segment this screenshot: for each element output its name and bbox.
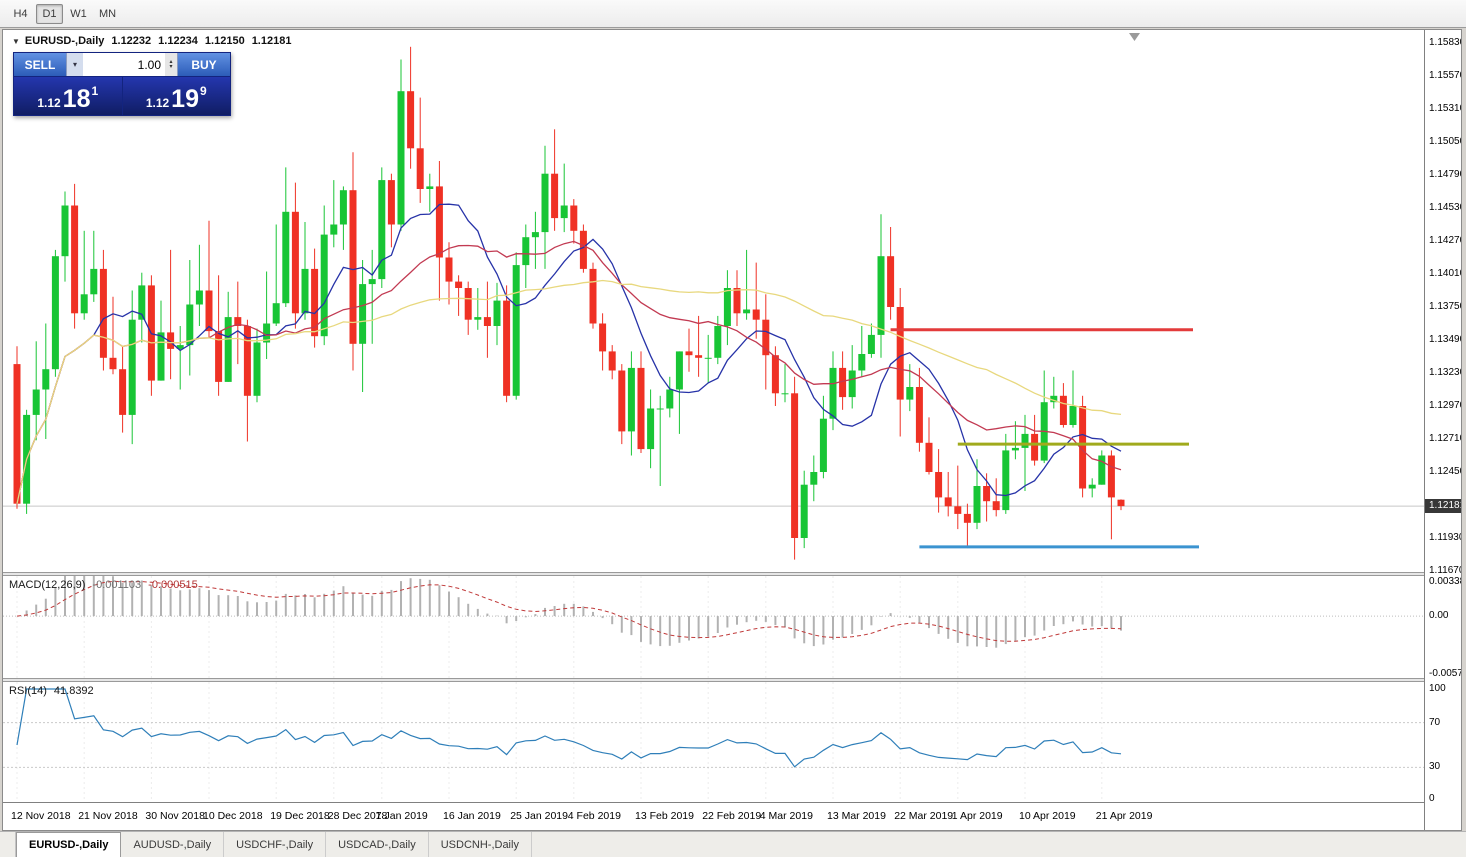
time-axis-label: 22 Feb 2019 [702, 810, 762, 822]
chart-ohlc-header: ▼ EURUSD-,Daily 1.12232 1.12234 1.12150 … [12, 35, 291, 47]
time-axis-label: 16 Jan 2019 [443, 810, 501, 822]
symbol-tab-usdchf[interactable]: USDCHF-,Daily [224, 832, 327, 857]
macd-scale-top: 0.003386 [1429, 576, 1461, 587]
chart-window: ▼ EURUSD-,Daily 1.12232 1.12234 1.12150 … [2, 29, 1462, 831]
rsi-chart[interactable] [3, 682, 1424, 802]
time-axis-label: 4 Mar 2019 [759, 810, 813, 822]
sell-price-display[interactable]: 1.12 18 1 [14, 77, 122, 115]
timeframe-button-w1[interactable]: W1 [70, 7, 87, 20]
buy-price-display[interactable]: 1.12 19 9 [122, 77, 230, 115]
macd-scale-bottom: -0.00574 [1429, 668, 1461, 679]
horizontal-ray-lines[interactable] [890, 328, 1199, 549]
candles [13, 46, 1125, 560]
volume-stepper[interactable]: ▴ ▾ [165, 53, 178, 76]
time-axis-label: 19 Dec 2018 [270, 810, 330, 822]
rsi-label: RSI(14) 41.8392 [9, 685, 94, 697]
price-scale-label: 1.11670 [1429, 565, 1462, 576]
ohlc-high: 1.12234 [158, 35, 198, 47]
macd-label: MACD(12,26,9) -0.001103 -0.000515 [9, 579, 198, 591]
price-scale-label: 1.13750 [1429, 301, 1462, 312]
macd-gridlines [3, 576, 1424, 678]
price-scale-label: 1.12970 [1429, 400, 1462, 411]
price-scale-label: 1.15050 [1429, 136, 1462, 147]
price-scale-label: 1.13490 [1429, 334, 1462, 345]
macd-name: MACD(12,26,9) [9, 579, 86, 591]
price-scale-label: 1.14530 [1429, 202, 1462, 213]
price-scale-label: 1.14790 [1429, 169, 1462, 180]
ohlc-low: 1.12150 [204, 35, 245, 47]
price-scale-label: 1.12450 [1429, 466, 1462, 477]
macd-signal-line [16, 580, 1122, 642]
rsi-value: 41.8392 [53, 685, 94, 697]
chevron-down-icon: ▾ [72, 60, 77, 69]
symbol-tab-audusd[interactable]: AUDUSD-,Daily [121, 832, 225, 857]
time-axis-label: 25 Jan 2019 [510, 810, 568, 822]
rsi-gridlines [3, 682, 1424, 802]
current-price-tag: 1.12181 [1425, 499, 1461, 513]
timeframe-toolbar: H4 D1 W1 MN [0, 0, 1466, 28]
time-axis-label: 4 Feb 2019 [567, 810, 621, 822]
macd-scale-zero: 0.00 [1429, 610, 1449, 621]
time-axis-label: 10 Dec 2018 [203, 810, 263, 822]
volume-input[interactable]: 1.00 [83, 53, 165, 76]
time-axis-label: 22 Mar 2019 [894, 810, 954, 822]
sell-button[interactable]: SELL [14, 53, 66, 76]
timeframe-button-h4[interactable]: H4 [13, 7, 28, 20]
macd-signal-value: -0.000515 [148, 579, 198, 591]
rsi-scale-100: 100 [1429, 683, 1446, 694]
price-scale-label: 1.12710 [1429, 433, 1462, 444]
chart-title: EURUSD-,Daily [24, 35, 105, 47]
price-scale-label: 1.15830 [1429, 37, 1462, 48]
time-axis-label: 7 Jan 2019 [375, 810, 428, 822]
price-scale-label: 1.11930 [1429, 532, 1462, 543]
buy-button[interactable]: BUY [178, 53, 230, 76]
rsi-line [16, 688, 1122, 768]
rsi-scale-0: 0 [1429, 793, 1435, 804]
time-axis-label: 1 Apr 2019 [951, 810, 1003, 822]
time-axis-label: 12 Nov 2018 [11, 810, 71, 822]
price-scale-label: 1.14010 [1429, 268, 1462, 279]
symbol-tab-eurusd[interactable]: EURUSD-,Daily [16, 832, 122, 857]
volume-dropdown[interactable]: ▾ [66, 53, 83, 76]
stepper-down-icon: ▾ [169, 63, 173, 70]
stepper-up-icon: ▴ [169, 58, 173, 65]
macd-main-value: -0.001103 [92, 579, 142, 591]
symbol-tab-bar: EURUSD-,Daily AUDUSD-,Daily USDCHF-,Daily U… [0, 831, 1466, 857]
time-axis[interactable]: 12 Nov 2018 21 Nov 2018 30 Nov 2018 10 Dec … [3, 802, 1424, 830]
macd-histogram [25, 576, 1122, 648]
timeframe-button-mn[interactable]: MN [98, 7, 117, 20]
ohlc-close: 1.12181 [251, 35, 292, 47]
time-axis-label: 21 Nov 2018 [78, 810, 138, 822]
price-scale-label: 1.14270 [1429, 235, 1462, 246]
symbol-tab-usdcnh[interactable]: USDCNH-,Daily [429, 832, 532, 857]
pane-splitter-rsi[interactable] [3, 678, 1461, 682]
chart-shift-marker-icon[interactable] [1129, 33, 1140, 41]
time-axis-label: 30 Nov 2018 [145, 810, 205, 822]
time-axis-label: 10 Apr 2019 [1019, 810, 1076, 822]
time-axis-label: 13 Feb 2019 [635, 810, 694, 822]
time-axis-label: 13 Mar 2019 [827, 810, 886, 822]
time-axis-label: 21 Apr 2019 [1095, 810, 1153, 822]
one-click-trade-panel: SELL ▾ 1.00 ▴ ▾ BUY 1.12 18 1 1.12 19 9 [13, 52, 231, 116]
moving-average-lines [16, 203, 1122, 504]
rsi-scale-30: 30 [1429, 761, 1441, 772]
symbol-tab-usdcad[interactable]: USDCAD-,Daily [326, 832, 429, 857]
timeframe-button-d1[interactable]: D1 [36, 3, 63, 24]
price-scale-label: 1.13230 [1429, 367, 1462, 378]
rsi-name: RSI(14) [9, 685, 47, 697]
pane-splitter-macd[interactable] [3, 572, 1461, 576]
price-scale[interactable]: 1.116701.119301.121901.124501.127101.129… [1424, 30, 1462, 830]
ohlc-open: 1.12232 [111, 35, 152, 47]
price-chart[interactable] [3, 30, 1424, 572]
tab-scroll-stub[interactable] [0, 832, 16, 857]
macd-chart[interactable] [3, 576, 1424, 678]
one-click-toggle-icon[interactable]: ▼ [12, 36, 20, 46]
price-scale-label: 1.15310 [1429, 103, 1462, 114]
rsi-scale-70: 70 [1429, 717, 1441, 728]
price-scale-label: 1.15570 [1429, 70, 1462, 81]
time-axis-label: 28 Dec 2018 [327, 810, 388, 822]
